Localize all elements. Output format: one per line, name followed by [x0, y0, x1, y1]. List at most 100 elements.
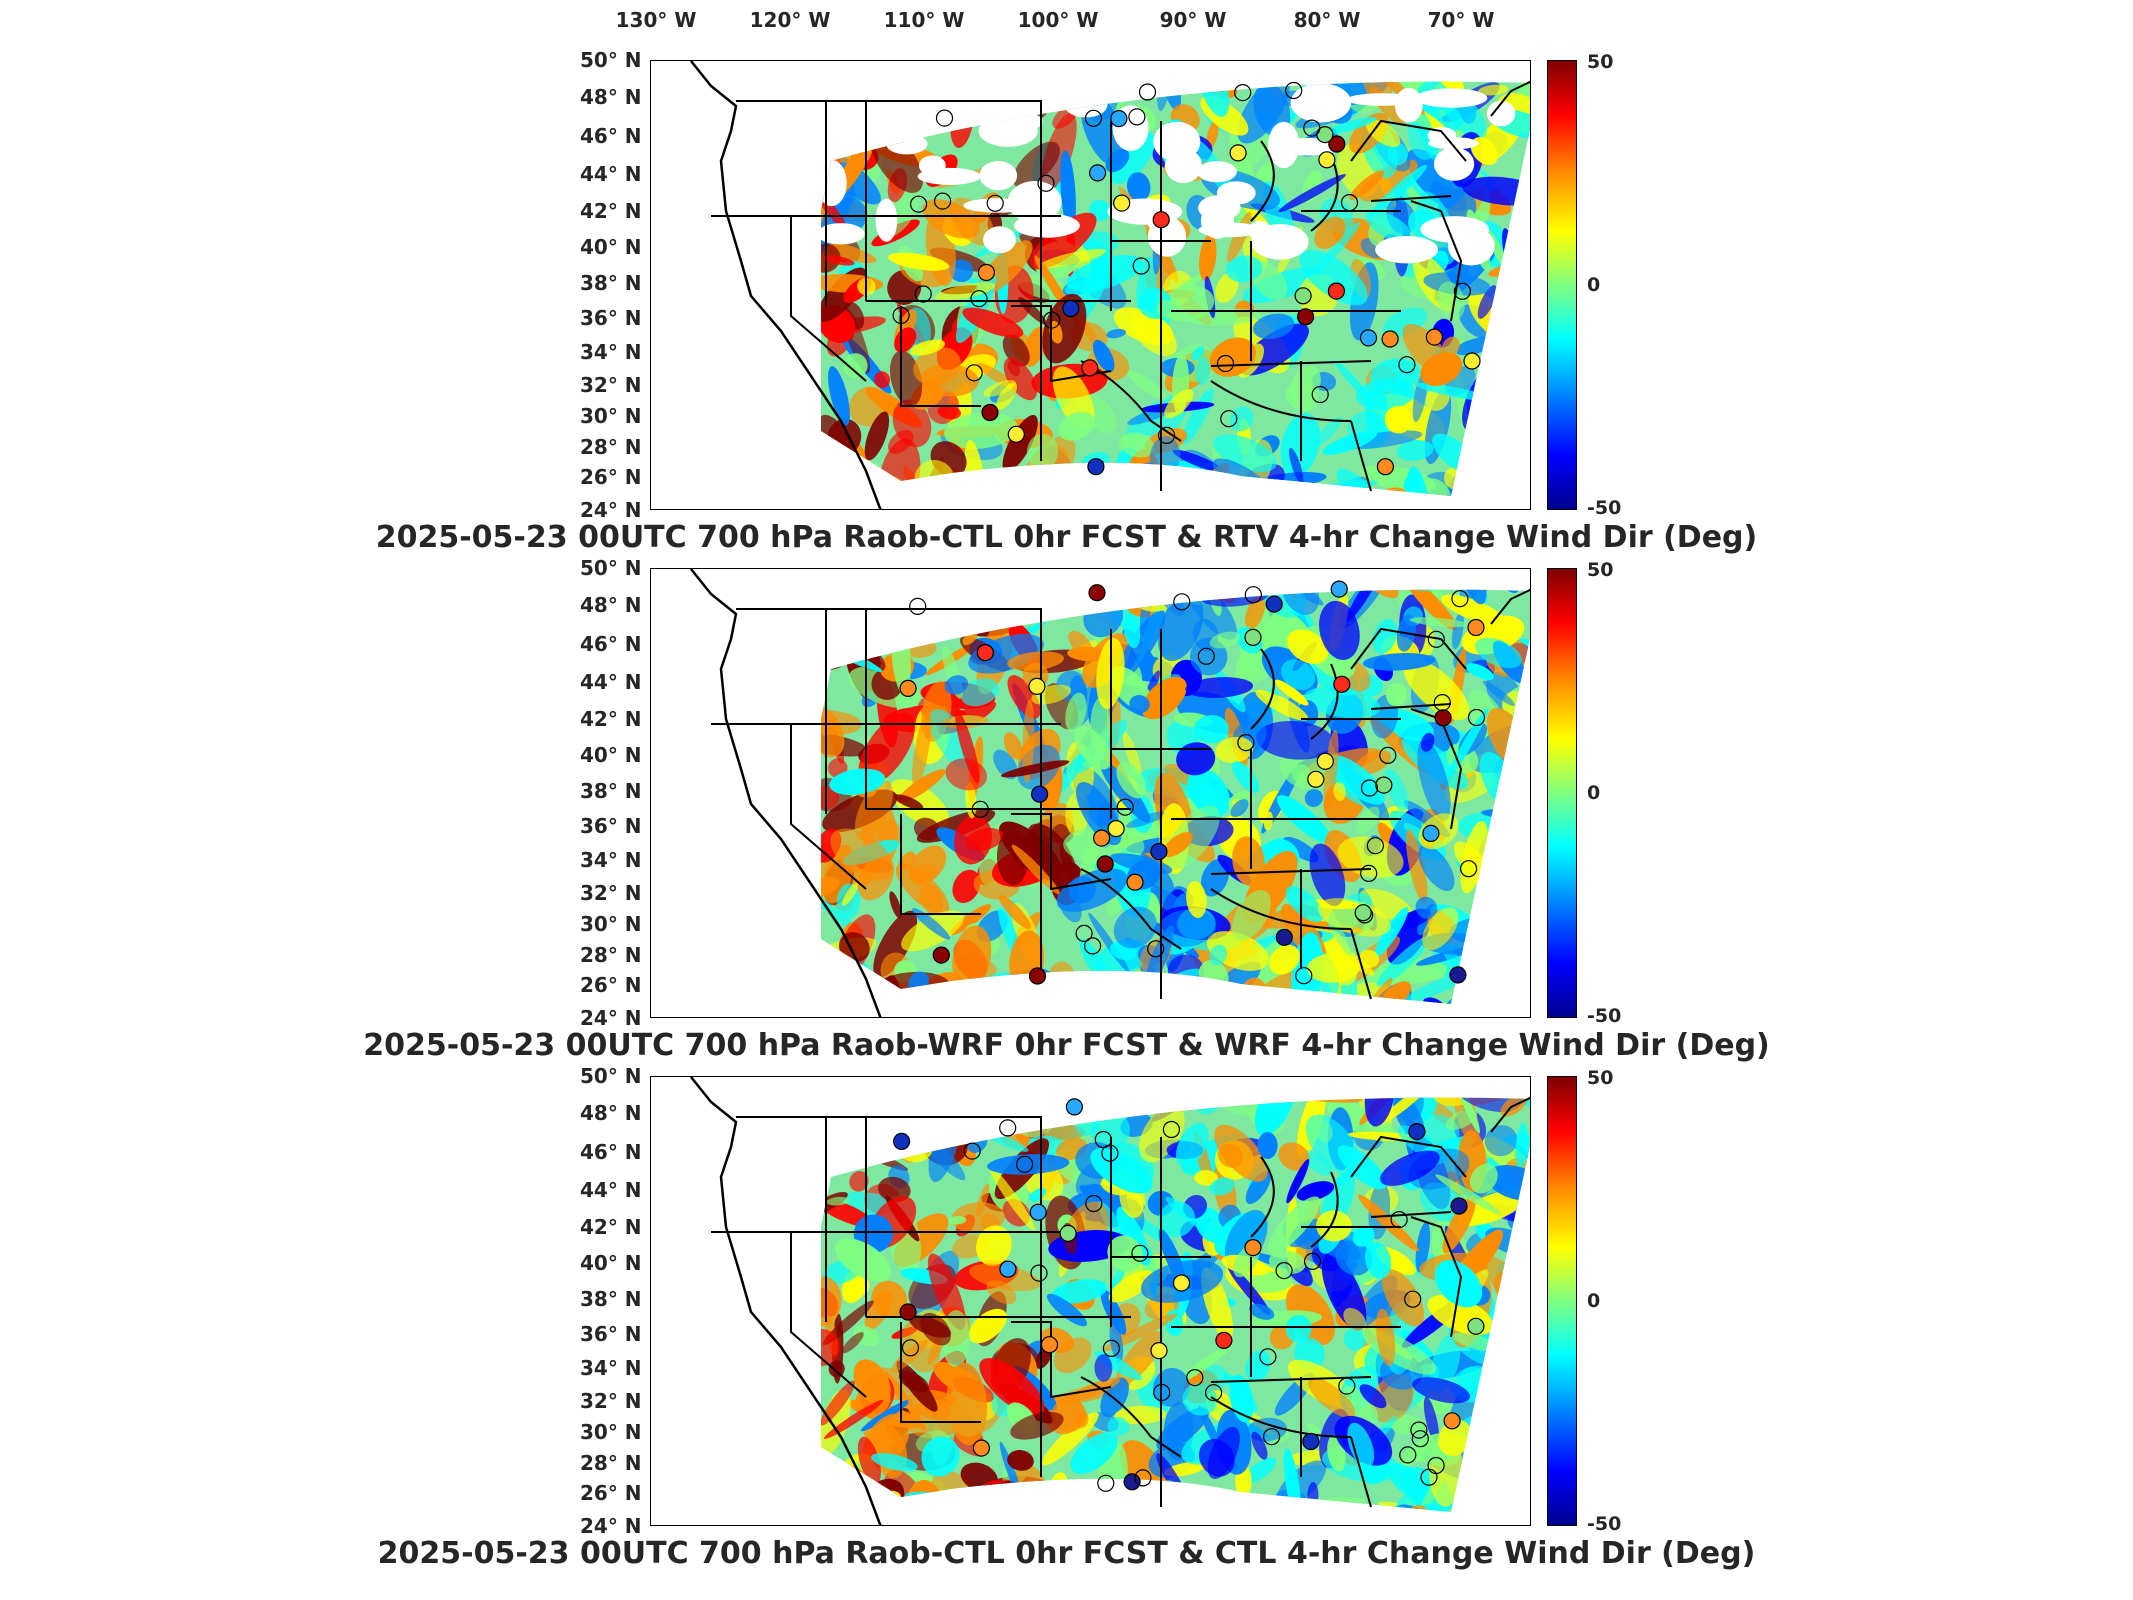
panel-title: 2025-05-23 00UTC 700 hPa Raob-WRF 0hr FC…	[363, 1028, 1770, 1063]
station-marker	[1234, 84, 1252, 102]
lat-label: 40° N	[580, 743, 642, 767]
lat-label: 44° N	[580, 1178, 642, 1202]
station-marker	[1302, 1432, 1320, 1451]
lat-label: 46° N	[580, 632, 642, 656]
station-marker	[1427, 1456, 1445, 1475]
station-marker	[899, 679, 917, 698]
lat-label: 44° N	[580, 670, 642, 694]
colorbar	[1547, 568, 1577, 1018]
lat-label: 46° N	[580, 124, 642, 148]
station-marker	[1303, 119, 1321, 137]
map-frame	[650, 1076, 1531, 1526]
station-marker	[1150, 1342, 1168, 1360]
station-marker	[1453, 282, 1472, 300]
station-marker	[1134, 1469, 1152, 1487]
colorbar	[1547, 1076, 1577, 1526]
station-marker	[1150, 843, 1168, 861]
station-marker	[1152, 211, 1170, 229]
map-plot	[690, 61, 1530, 509]
station-marker	[1318, 151, 1336, 169]
station-marker	[1330, 580, 1348, 598]
station-marker	[1408, 1122, 1426, 1141]
station-marker	[1390, 1211, 1408, 1229]
station-marker	[909, 597, 927, 616]
station-marker	[999, 1260, 1017, 1278]
station-marker	[1173, 593, 1191, 611]
lat-label: 34° N	[580, 340, 642, 364]
lon-label: 80° W	[1293, 8, 1361, 32]
station-marker	[1443, 1412, 1461, 1430]
station-marker	[1467, 1317, 1485, 1335]
station-marker	[1307, 770, 1325, 788]
station-marker	[1244, 1239, 1262, 1257]
station-marker	[1084, 937, 1102, 955]
station-marker	[1451, 590, 1469, 608]
station-marker	[1434, 709, 1452, 727]
station-marker	[1327, 282, 1346, 300]
raob-stations	[899, 580, 1486, 985]
station-marker	[1338, 1377, 1356, 1395]
station-marker	[972, 1439, 990, 1457]
station-marker	[1427, 630, 1445, 648]
station-marker	[1376, 458, 1395, 476]
station-marker	[910, 195, 928, 213]
raob-stations	[893, 1098, 1485, 1492]
lat-label: 36° N	[580, 814, 642, 838]
lat-label: 40° N	[580, 1251, 642, 1275]
lat-label: 24° N	[580, 498, 642, 522]
station-marker	[1381, 330, 1399, 348]
lat-label: 30° N	[580, 912, 642, 936]
station-marker	[1333, 675, 1351, 693]
station-marker	[1398, 356, 1416, 374]
lat-label: 36° N	[580, 306, 642, 330]
state-boundaries	[690, 1077, 1530, 1525]
station-marker	[1147, 940, 1165, 958]
lat-label: 26° N	[580, 1481, 642, 1505]
station-marker	[1433, 694, 1451, 712]
station-marker	[976, 643, 994, 662]
station-marker	[1097, 1474, 1115, 1492]
station-marker	[1450, 1197, 1468, 1215]
lon-label: 130° W	[615, 8, 697, 32]
station-marker	[986, 194, 1004, 212]
colorbar-max-label: 50	[1587, 1067, 1614, 1089]
lat-label: 38° N	[580, 779, 642, 803]
lat-label: 42° N	[580, 707, 642, 731]
station-marker	[1081, 359, 1099, 377]
lat-label: 34° N	[580, 1356, 642, 1380]
state-boundaries	[690, 569, 1530, 1017]
raob-stations	[892, 81, 1481, 476]
map-frame	[650, 60, 1531, 510]
station-marker	[1138, 83, 1157, 101]
lon-label: 110° W	[883, 8, 965, 32]
map-plot	[690, 1077, 1530, 1525]
station-marker	[1089, 164, 1107, 182]
station-marker	[1043, 311, 1061, 329]
station-marker	[1244, 628, 1262, 647]
station-marker	[1065, 1098, 1083, 1116]
station-marker	[1360, 779, 1379, 797]
station-marker	[1128, 108, 1146, 126]
station-marker	[1296, 308, 1315, 326]
station-marker	[1216, 354, 1235, 373]
station-marker	[1411, 1430, 1429, 1448]
station-marker	[1084, 109, 1103, 127]
station-marker	[1285, 81, 1303, 100]
lat-label: 48° N	[580, 85, 642, 109]
station-marker	[1029, 1203, 1047, 1221]
station-marker	[1126, 873, 1144, 891]
station-marker	[1303, 1252, 1322, 1270]
lat-label: 40° N	[580, 235, 642, 259]
station-marker	[999, 1119, 1017, 1137]
colorbar-mid-label: 0	[1587, 274, 1601, 296]
lat-label: 28° N	[580, 435, 642, 459]
station-marker	[1096, 855, 1114, 873]
station-marker	[1275, 1262, 1293, 1280]
station-marker	[1007, 425, 1025, 443]
station-marker	[1359, 329, 1378, 347]
station-marker	[1295, 967, 1313, 985]
station-marker	[899, 1303, 917, 1321]
station-marker	[970, 290, 988, 308]
station-marker	[1101, 1144, 1119, 1162]
map-frame	[650, 568, 1531, 1018]
